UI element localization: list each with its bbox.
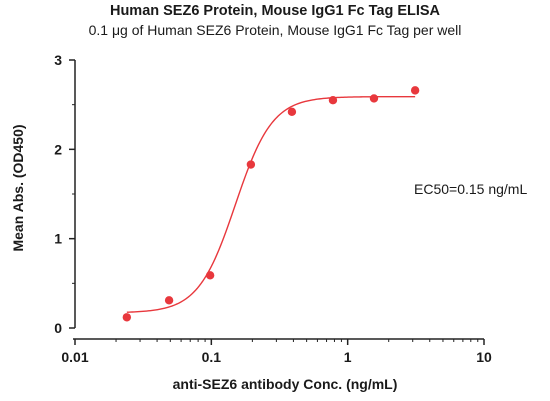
chart-subtitle: 0.1 μg of Human SEZ6 Protein, Mouse IgG1… — [88, 22, 462, 38]
x-axis-label: anti-SEZ6 antibody Conc. (ng/mL) — [172, 376, 398, 392]
y-tick-label: 3 — [54, 52, 62, 68]
data-point — [369, 94, 379, 103]
y-tick-label: 2 — [54, 141, 62, 157]
x-tick-label: 0.1 — [202, 349, 222, 365]
y-tick-label: 0 — [54, 320, 62, 336]
data-point — [246, 160, 256, 169]
y-tick-label: 1 — [54, 231, 62, 247]
data-point — [164, 296, 174, 305]
data-point — [328, 96, 338, 105]
data-point — [205, 271, 215, 280]
chart-title: Human SEZ6 Protein, Mouse IgG1 Fc Tag EL… — [109, 3, 441, 19]
data-point — [122, 313, 132, 322]
ec50-annotation: EC50=0.15 ng/mL — [414, 181, 528, 197]
fit-curve — [126, 95, 416, 313]
data-point — [410, 86, 420, 95]
x-tick-label: 1 — [344, 349, 352, 365]
x-tick-label: 10 — [476, 349, 492, 365]
data-point — [287, 107, 297, 117]
x-tick-label: 0.01 — [61, 349, 88, 365]
